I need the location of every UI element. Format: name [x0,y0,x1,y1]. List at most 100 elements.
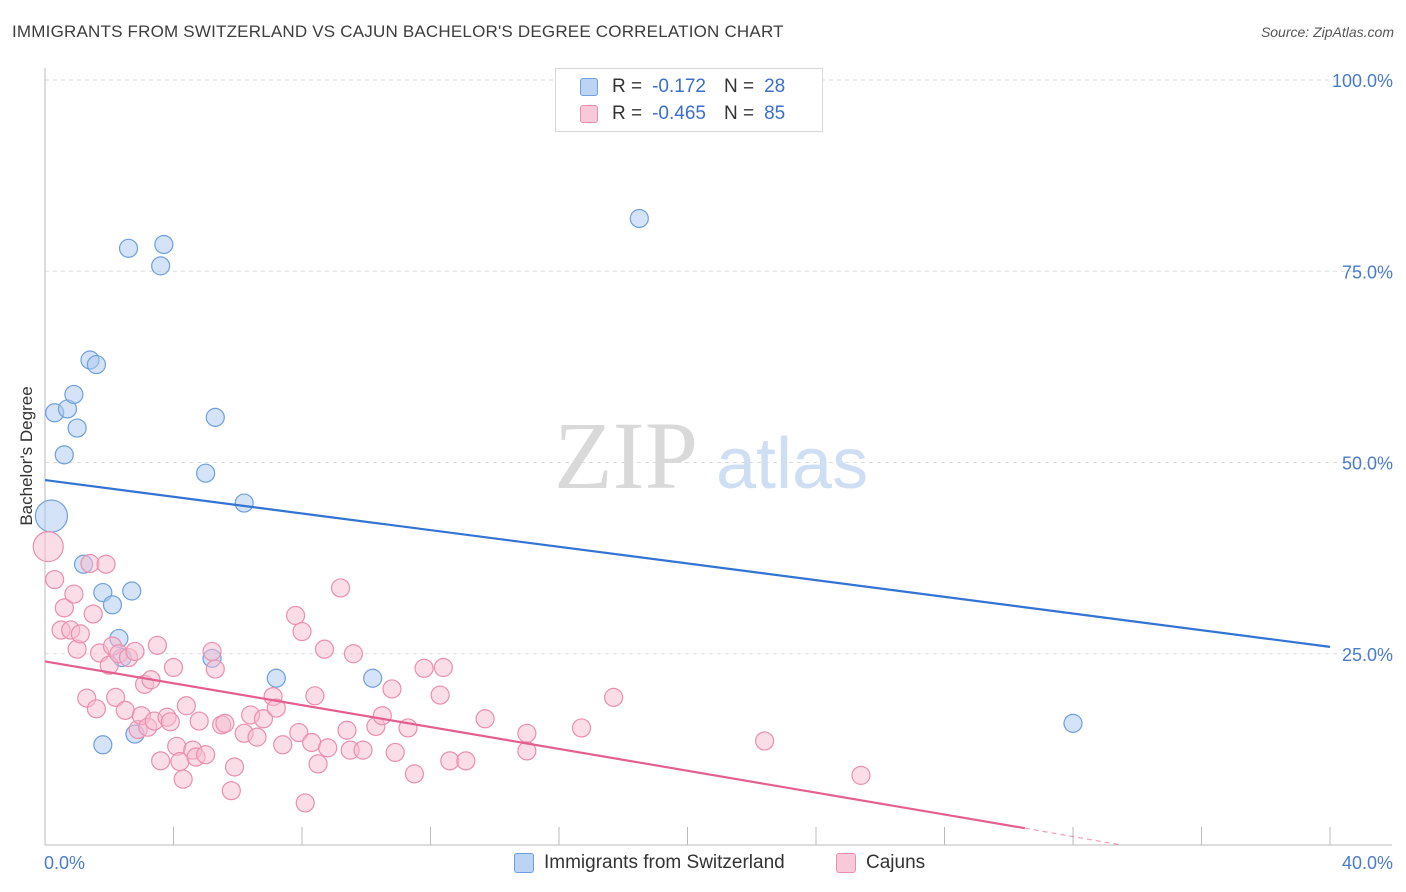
point-cajuns [343,644,363,664]
watermark: ZIP atlas [554,402,868,509]
point-cajuns [433,657,453,678]
point-cajuns [173,769,193,789]
point-switzerland [205,407,225,427]
n-label: N = [723,76,755,97]
point-switzerland [54,445,74,465]
r-value: -0.465 [652,103,706,124]
point-switzerland [154,234,174,255]
trendline-switzerland [44,479,1331,648]
point-cajuns [70,624,90,644]
swatch-blue [514,853,534,873]
point-switzerland [64,384,84,405]
point-cajuns [440,751,460,771]
source-label: Source: ZipAtlas.com [1260,24,1394,40]
point-switzerland [266,668,286,688]
point-cajuns [382,679,402,699]
point-cajuns [851,765,871,785]
point-cajuns [253,709,274,729]
chart-title: IMMIGRANTS FROM SWITZERLAND VS CAJUN BAC… [12,22,784,41]
watermark-zip: ZIP [554,402,698,509]
x-tick-label: 40.0% [1342,853,1393,873]
x-tick-labels: 0.0% 40.0% [44,853,1393,873]
point-cajuns [125,641,145,662]
point-cajuns [196,745,216,765]
y-tick-label: 100.0% [1332,71,1393,91]
point-cajuns [754,731,775,751]
y-tick-label: 25.0% [1342,645,1393,665]
swatch-blue [580,78,598,96]
r-value: -0.172 [652,76,706,97]
point-cajuns [302,732,322,753]
trendline-cajuns [44,660,1025,830]
point-switzerland [629,208,649,229]
point-cajuns [305,686,325,706]
point-cajuns [202,641,222,662]
legend-item-switzerland: Immigrants from Switzerland [514,852,785,874]
point-cajuns [372,706,392,726]
series-cajuns-points [32,531,871,813]
axes [44,68,1392,846]
point-cajuns [205,659,225,679]
point-cajuns [224,757,245,777]
point-cajuns [385,742,405,763]
point-cajuns [86,699,107,719]
point-switzerland [196,463,216,483]
point-cajuns [604,687,624,707]
point-cajuns [163,657,184,678]
point-cajuns [32,531,64,563]
n-label: N = [723,103,755,124]
point-switzerland [122,581,142,601]
trend-lines [44,479,1331,846]
point-cajuns [414,658,434,678]
point-cajuns [54,598,74,618]
point-cajuns [176,696,196,716]
point-cajuns [289,722,309,743]
trendline-cajuns-extension [1024,827,1122,846]
point-cajuns [285,605,306,626]
point-cajuns [266,698,286,718]
point-cajuns [517,723,537,743]
point-cajuns [330,578,351,598]
legend-label-cajuns: Cajuns [866,852,926,873]
point-cajuns [247,727,267,747]
point-cajuns [353,740,373,760]
point-cajuns [215,713,235,733]
point-cajuns [115,700,135,720]
point-cajuns [273,735,293,755]
point-cajuns [308,754,328,774]
point-cajuns [456,751,476,771]
x-tick-label: 0.0% [44,853,85,873]
swatch-pink [580,105,598,123]
point-cajuns [96,554,116,574]
swatch-pink [836,853,856,873]
point-cajuns [147,635,168,655]
point-switzerland [363,668,383,688]
point-cajuns [45,569,65,590]
point-cajuns [430,685,450,705]
point-cajuns [295,793,315,813]
n-value: 85 [764,103,786,124]
watermark-atlas: atlas [716,424,868,504]
point-cajuns [314,639,335,659]
point-switzerland [67,418,87,438]
point-cajuns [106,687,126,707]
point-cajuns [151,751,171,771]
legend-item-cajuns: Cajuns [836,852,925,874]
stats-row-switzerland: R = -0.172 N = 28 [580,75,785,99]
legend-label-switzerland: Immigrants from Switzerland [544,852,785,873]
point-cajuns [83,604,103,624]
point-cajuns [160,712,180,732]
n-value: 28 [764,76,786,97]
stats-row-cajuns: R = -0.465 N = 85 [580,102,785,126]
point-switzerland [118,238,139,258]
r-label: R = [612,103,643,124]
point-switzerland [151,256,171,276]
y-tick-label: 50.0% [1342,454,1393,474]
point-switzerland [234,493,254,513]
point-switzerland [102,595,123,615]
r-label: R = [612,76,643,97]
point-cajuns [292,621,312,642]
point-cajuns [189,711,209,731]
point-cajuns [571,718,592,738]
